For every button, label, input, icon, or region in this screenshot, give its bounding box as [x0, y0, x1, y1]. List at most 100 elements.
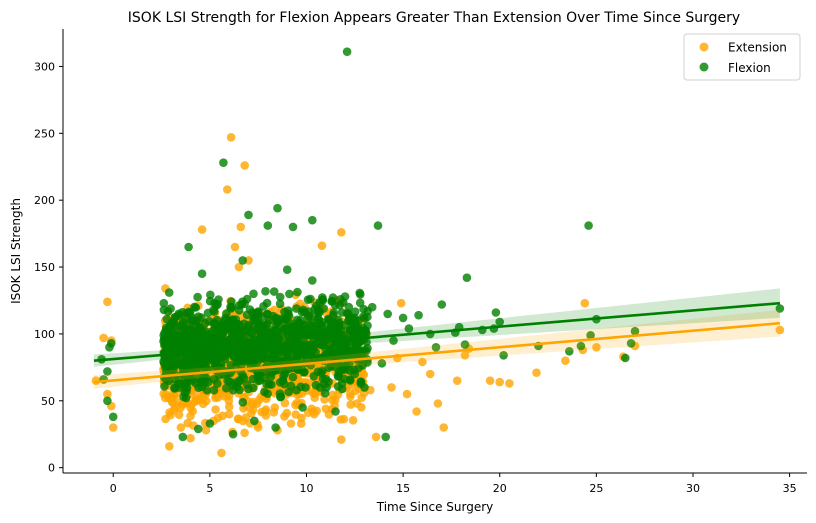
data-point	[307, 404, 316, 414]
data-point	[334, 318, 344, 328]
data-point	[323, 331, 333, 341]
data-point	[206, 290, 215, 300]
data-point	[274, 345, 283, 355]
data-point	[288, 343, 298, 353]
data-point	[207, 336, 216, 345]
data-point	[238, 256, 247, 265]
data-point	[240, 428, 249, 438]
data-point	[211, 319, 220, 329]
data-point	[178, 400, 187, 409]
data-point	[224, 409, 234, 419]
data-point	[293, 287, 302, 297]
data-point	[337, 384, 347, 394]
x-tick-label: 10	[299, 482, 313, 495]
data-point	[198, 394, 208, 403]
data-point	[532, 368, 541, 378]
data-point	[329, 308, 339, 317]
data-point	[284, 306, 293, 315]
data-point	[309, 354, 318, 364]
data-point	[353, 322, 362, 332]
data-point	[280, 412, 289, 421]
data-point	[576, 341, 586, 351]
data-point	[209, 386, 219, 395]
data-point	[357, 403, 366, 412]
data-point	[165, 442, 174, 451]
data-point	[280, 398, 290, 408]
data-point	[280, 369, 290, 379]
data-point	[236, 222, 246, 232]
data-point	[337, 308, 347, 317]
data-point	[485, 376, 495, 386]
data-point	[201, 425, 211, 435]
data-point	[276, 392, 286, 402]
data-point	[213, 354, 223, 363]
data-point	[273, 203, 282, 213]
data-point	[260, 387, 269, 397]
data-point	[275, 299, 285, 309]
data-point	[105, 343, 114, 352]
data-point	[217, 333, 227, 343]
data-point	[159, 298, 169, 308]
y-tick-label: 250	[34, 127, 55, 140]
data-point	[327, 297, 337, 306]
x-ticks: 0 5 10 15 20 25 30 35	[110, 473, 797, 495]
data-point	[103, 389, 112, 399]
data-point	[249, 356, 258, 366]
data-point	[346, 400, 356, 409]
data-point	[291, 410, 301, 419]
data-point	[245, 349, 255, 358]
data-point	[317, 241, 327, 250]
data-point	[389, 336, 398, 345]
x-tick-label: 30	[686, 482, 700, 495]
data-point	[197, 382, 207, 392]
data-point	[342, 344, 351, 354]
data-point	[237, 300, 246, 309]
data-point	[381, 432, 391, 442]
data-point	[213, 393, 223, 402]
data-point	[267, 334, 276, 344]
data-point	[306, 294, 315, 304]
data-point	[321, 350, 331, 359]
data-point	[280, 379, 289, 389]
series-flexion	[97, 47, 785, 442]
data-point	[108, 412, 118, 422]
data-point	[279, 324, 289, 334]
data-point	[261, 287, 270, 296]
data-point	[296, 331, 306, 340]
data-point	[259, 302, 268, 311]
data-point	[164, 288, 174, 297]
data-point	[301, 346, 310, 355]
data-point	[227, 303, 237, 312]
data-point	[296, 382, 306, 392]
data-point	[190, 317, 200, 326]
data-point	[205, 419, 215, 428]
data-point	[205, 296, 215, 306]
data-point	[402, 389, 412, 399]
data-point	[314, 308, 324, 317]
plot-area	[91, 47, 785, 458]
data-point	[261, 366, 271, 376]
data-point	[288, 222, 298, 232]
data-point	[433, 399, 443, 408]
data-point	[183, 329, 192, 339]
data-point	[355, 298, 365, 308]
data-point	[308, 215, 317, 225]
data-point	[346, 389, 355, 399]
data-point	[318, 366, 327, 376]
data-point	[294, 318, 303, 328]
y-tick-label: 50	[41, 395, 55, 408]
data-point	[177, 323, 187, 332]
data-point	[210, 307, 219, 316]
data-point	[108, 423, 118, 432]
data-point	[320, 395, 329, 404]
data-point	[286, 381, 296, 391]
data-point	[307, 321, 316, 330]
axes	[62, 29, 807, 474]
data-point	[321, 321, 331, 331]
data-point	[183, 418, 192, 428]
y-tick-label: 150	[34, 261, 55, 274]
data-point	[175, 379, 185, 388]
data-point	[363, 306, 373, 316]
data-point	[561, 356, 570, 366]
